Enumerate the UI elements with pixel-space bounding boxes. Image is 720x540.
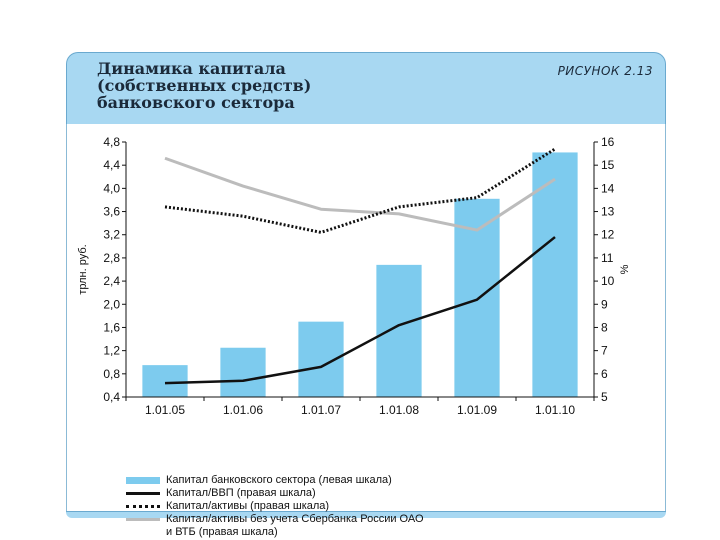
right-tick-label: 9 bbox=[601, 297, 608, 311]
left-tick-label: 1,2 bbox=[103, 344, 120, 358]
x-tick-label: 1.01.06 bbox=[223, 403, 263, 417]
bar-capital-1.01.09 bbox=[454, 198, 500, 397]
right-tick-label: 15 bbox=[601, 158, 615, 172]
left-tick-label: 2,0 bbox=[103, 297, 120, 311]
left-tick-label: 4,0 bbox=[103, 181, 120, 195]
left-tick-label: 4,8 bbox=[103, 135, 120, 149]
right-tick-label: 13 bbox=[601, 205, 615, 219]
figure-bottom-bar bbox=[66, 511, 666, 518]
legend-label: Капитал банковского сектора (левая шкала… bbox=[166, 474, 392, 486]
right-tick-label: 12 bbox=[601, 228, 615, 242]
bar-capital-1.01.08 bbox=[376, 264, 422, 397]
legend-swatch-solid-line bbox=[126, 492, 160, 495]
series-line-2 bbox=[164, 147, 556, 234]
left-tick-label: 4,4 bbox=[103, 158, 120, 172]
left-tick-label: 2,8 bbox=[103, 251, 120, 265]
right-tick-label: 8 bbox=[601, 320, 608, 334]
figure-number-label: РИСУНОК 2.13 bbox=[557, 64, 653, 78]
left-tick-label: 2,4 bbox=[103, 274, 120, 288]
series-line-1 bbox=[164, 236, 556, 385]
right-tick-label: 11 bbox=[601, 251, 614, 265]
bar-capital-1.01.10 bbox=[532, 152, 578, 397]
x-tick-label: 1.01.05 bbox=[145, 403, 185, 417]
series-line-3 bbox=[164, 156, 556, 232]
x-tick-label: 1.01.07 bbox=[301, 403, 341, 417]
chart-legend: Капитал банковского сектора (левая шкала… bbox=[126, 474, 424, 539]
bar-capital-1.01.05 bbox=[142, 365, 188, 397]
left-tick-label: 3,2 bbox=[103, 228, 120, 242]
bar-capital-1.01.06 bbox=[220, 347, 266, 397]
legend-swatch-gray-line bbox=[126, 518, 160, 521]
right-tick-label: 6 bbox=[601, 367, 608, 381]
left-tick-label: 0,8 bbox=[103, 367, 120, 381]
combo-chart: 0,4 0,8 1,2 1,6 2,0 2,4 2,8 3,2 3,6 4,0 4,4 4,8 5 6 7 8… bbox=[77, 135, 631, 417]
legend-label: Капитал/ВВП (правая шкала) bbox=[166, 487, 316, 499]
x-tick-label: 1.01.10 bbox=[535, 403, 575, 417]
right-tick-label: 10 bbox=[601, 274, 615, 288]
x-tick-label: 1.01.08 bbox=[379, 403, 419, 417]
right-tick-label: 5 bbox=[601, 390, 608, 404]
right-axis-title: % bbox=[619, 264, 631, 274]
legend-label: Капитал/активы (правая шкала) bbox=[166, 500, 330, 512]
left-tick-label: 1,6 bbox=[103, 320, 120, 334]
right-tick-label: 14 bbox=[601, 181, 615, 195]
legend-item-capital-gdp: Капитал/ВВП (правая шкала) bbox=[126, 487, 424, 500]
figure-header: Динамика капитала (собственных средств) … bbox=[66, 52, 666, 125]
left-tick-label: 0,4 bbox=[103, 390, 120, 404]
legend-swatch-dotted-line bbox=[126, 505, 160, 508]
legend-item-capital: Капитал банковского сектора (левая шкала… bbox=[126, 474, 424, 487]
figure-panel: Динамика капитала (собственных средств) … bbox=[66, 52, 666, 538]
x-tick-label: 1.01.09 bbox=[457, 403, 497, 417]
legend-item-capital-assets: Капитал/активы (правая шкала) bbox=[126, 500, 424, 513]
legend-swatch-bar bbox=[126, 477, 160, 484]
right-tick-label: 7 bbox=[601, 344, 608, 358]
left-axis-title: трлн. руб. bbox=[77, 244, 89, 294]
left-tick-label: 3,6 bbox=[103, 205, 120, 219]
legend-item-capital-assets-excl: Капитал/активы без учета Сбербанка Росси… bbox=[126, 513, 424, 539]
legend-label: Капитал/активы без учета Сбербанка Росси… bbox=[166, 513, 424, 538]
right-tick-label: 16 bbox=[601, 135, 615, 149]
figure-title: Динамика капитала (собственных средств) … bbox=[97, 59, 312, 112]
